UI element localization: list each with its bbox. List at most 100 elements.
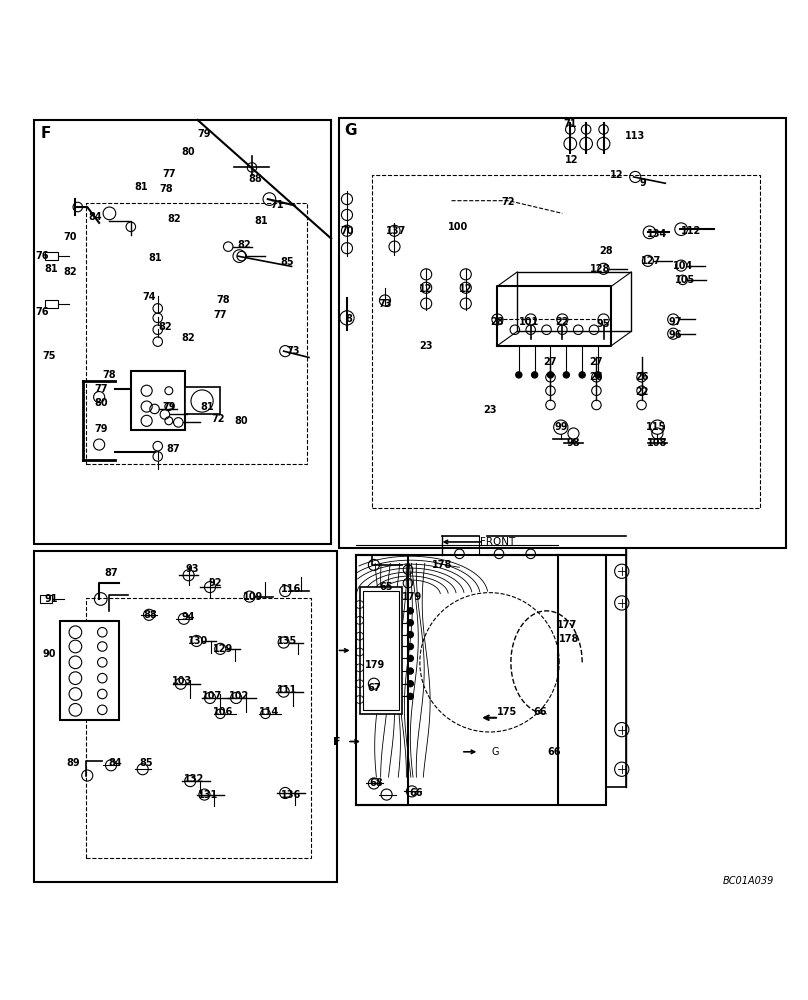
Text: 23: 23: [419, 341, 433, 351]
Circle shape: [563, 372, 570, 378]
Text: 106: 106: [213, 707, 234, 717]
Text: 107: 107: [202, 691, 222, 701]
Text: 96: 96: [669, 330, 682, 340]
Text: 73: 73: [378, 299, 392, 309]
Text: 79: 79: [95, 424, 108, 434]
Text: 78: 78: [160, 184, 173, 194]
Circle shape: [547, 372, 553, 378]
Text: 130: 130: [188, 636, 208, 646]
Text: 8: 8: [345, 314, 352, 324]
Text: 88: 88: [144, 610, 158, 620]
Text: 85: 85: [140, 758, 154, 768]
Text: G: G: [344, 123, 356, 138]
Text: 111: 111: [276, 685, 297, 695]
Text: 71: 71: [271, 200, 284, 210]
Text: 70: 70: [63, 232, 77, 242]
Text: 91: 91: [44, 594, 57, 604]
Text: 178: 178: [558, 634, 579, 644]
Text: 82: 82: [158, 322, 171, 332]
Text: 22: 22: [635, 387, 648, 397]
Circle shape: [532, 372, 538, 378]
Text: 66: 66: [409, 788, 423, 798]
Text: 97: 97: [668, 317, 682, 327]
Text: 23: 23: [482, 405, 496, 415]
Text: 82: 82: [182, 333, 196, 343]
Text: 94: 94: [182, 612, 196, 622]
Text: 78: 78: [103, 370, 116, 380]
Bar: [339, 118, 786, 548]
Text: 132: 132: [184, 774, 204, 784]
Text: FRONT: FRONT: [480, 537, 515, 547]
Text: 77: 77: [163, 169, 176, 179]
Text: 73: 73: [286, 346, 300, 356]
Bar: [60, 621, 119, 720]
Bar: [40, 595, 53, 603]
Circle shape: [407, 655, 414, 662]
Text: 178: 178: [431, 560, 452, 570]
Text: 179: 179: [365, 660, 385, 670]
Text: 12: 12: [419, 284, 433, 294]
Text: 22: 22: [556, 317, 569, 327]
Bar: [86, 598, 311, 858]
Text: 28: 28: [490, 317, 504, 327]
Bar: [363, 587, 386, 627]
Text: 27: 27: [544, 357, 558, 367]
Text: 93: 93: [185, 564, 199, 574]
Circle shape: [407, 608, 414, 614]
Text: 82: 82: [167, 214, 181, 224]
Text: 72: 72: [211, 414, 225, 424]
Text: 12: 12: [565, 155, 579, 165]
Text: 102: 102: [229, 691, 250, 701]
Bar: [558, 555, 606, 805]
Text: G: G: [491, 747, 499, 757]
Text: 108: 108: [647, 438, 667, 448]
Text: 28: 28: [599, 246, 612, 256]
Text: 175: 175: [497, 707, 517, 717]
Text: 90: 90: [43, 649, 56, 659]
Circle shape: [407, 668, 414, 674]
Bar: [34, 120, 331, 544]
Text: 26: 26: [635, 372, 648, 382]
Text: 82: 82: [238, 240, 250, 250]
Text: 127: 127: [641, 256, 661, 266]
Text: 112: 112: [680, 226, 701, 236]
Text: 95: 95: [597, 319, 610, 329]
Text: 80: 80: [95, 398, 108, 408]
Text: 89: 89: [66, 758, 80, 768]
Text: 12: 12: [459, 284, 473, 294]
Text: 9: 9: [640, 178, 646, 188]
Circle shape: [407, 631, 414, 638]
Text: 76: 76: [36, 251, 48, 261]
Bar: [86, 203, 307, 464]
Bar: [360, 587, 402, 714]
Text: 135: 135: [276, 636, 297, 646]
Text: 81: 81: [134, 182, 148, 192]
Circle shape: [595, 372, 601, 378]
Text: 98: 98: [566, 438, 580, 448]
Text: 81: 81: [149, 253, 162, 263]
Text: 71: 71: [563, 119, 577, 129]
Text: 65: 65: [380, 582, 393, 592]
Text: 114: 114: [259, 707, 280, 717]
Text: 99: 99: [554, 422, 567, 432]
Text: 128: 128: [590, 264, 611, 274]
Text: 92: 92: [208, 578, 222, 588]
Text: 103: 103: [172, 676, 192, 686]
Text: 66: 66: [533, 707, 547, 717]
Text: 177: 177: [557, 620, 577, 630]
Text: 78: 78: [217, 295, 230, 305]
Text: 77: 77: [213, 310, 227, 320]
Bar: [45, 300, 58, 308]
Text: 82: 82: [63, 267, 77, 277]
Text: 87: 87: [166, 444, 179, 454]
Circle shape: [407, 620, 414, 626]
Text: 70: 70: [340, 226, 354, 236]
Bar: [185, 387, 221, 414]
Text: 26: 26: [589, 372, 603, 382]
Text: 179: 179: [402, 592, 422, 602]
Bar: [45, 252, 58, 260]
Circle shape: [516, 372, 522, 378]
Text: 85: 85: [281, 257, 294, 267]
Text: 79: 79: [163, 402, 176, 412]
Text: 12: 12: [609, 170, 623, 180]
